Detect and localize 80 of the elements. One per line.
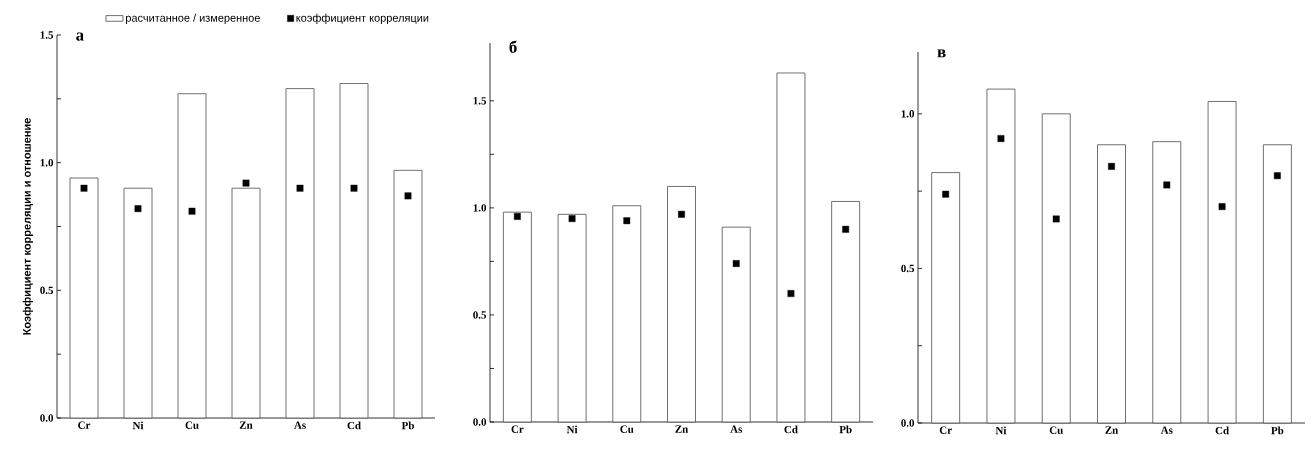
bar [986, 88, 1016, 424]
legend-label: коэффициент корреляции [296, 13, 429, 24]
point [1163, 181, 1171, 189]
y-tick-label: 0.5 [40, 286, 54, 295]
bar [177, 93, 207, 419]
x-tick-label: Pb [839, 425, 852, 434]
x-tick-label: Zn [675, 425, 689, 433]
point [80, 184, 88, 192]
x-tick-label: Cd [347, 421, 361, 430]
point [1108, 163, 1115, 170]
bar [285, 88, 315, 419]
y-tick-label: 1.5 [473, 97, 487, 105]
x-tick-label: As [730, 425, 743, 433]
x-tick-label: Cu [620, 425, 634, 433]
y-tick-label: 1.5 [40, 31, 54, 39]
point [134, 205, 142, 213]
bar [1262, 144, 1292, 424]
bar [776, 72, 806, 423]
point [732, 260, 740, 267]
bar [1207, 101, 1237, 424]
point [1273, 172, 1281, 180]
point [623, 217, 631, 225]
bar [1152, 141, 1182, 424]
point [188, 207, 196, 215]
x-tick-label: Ni [132, 421, 144, 430]
bar [231, 187, 261, 419]
bar [339, 83, 369, 419]
bar [1041, 113, 1071, 424]
bar [1097, 144, 1126, 424]
x-tick-label: Cr [939, 426, 952, 434]
bar [831, 201, 861, 423]
x-tick-label: Cu [185, 421, 199, 429]
x-tick-label: Ni [566, 425, 578, 434]
x-tick-label: Ni [995, 426, 1007, 435]
point [1218, 203, 1226, 210]
x-tick-label: As [1160, 426, 1173, 434]
bar [502, 211, 532, 423]
point [296, 184, 304, 192]
x-tick-label: Zn [239, 421, 253, 429]
y-tick-label: 1.0 [40, 158, 54, 167]
x-tick-label: Cr [78, 421, 91, 429]
x-tick-label: Cu [1049, 426, 1063, 434]
x-tick-label: Pb [1271, 426, 1284, 435]
bar [69, 177, 99, 419]
bar [557, 213, 587, 423]
chart-title: б [509, 40, 517, 53]
bar [931, 172, 961, 424]
x-tick-label: Cd [1215, 426, 1229, 435]
bar [667, 186, 696, 423]
x-tick-label: Zn [1105, 426, 1119, 434]
bar [721, 226, 751, 423]
y-tick-label: 0.0 [901, 419, 915, 427]
bar [393, 169, 423, 419]
x-tick-label: Cr [511, 425, 524, 433]
point [404, 192, 412, 200]
y-axis-title: Коэффициент корреляции и отношение [22, 118, 33, 335]
y-tick-label: 0.5 [473, 311, 487, 319]
point [350, 184, 358, 192]
point [1052, 215, 1060, 223]
chart-title: а [76, 32, 84, 41]
bar [123, 187, 153, 419]
point [568, 215, 576, 222]
x-tick-label: Cd [784, 425, 798, 434]
point [942, 190, 950, 198]
point [997, 135, 1005, 142]
point [242, 179, 250, 187]
point [678, 210, 685, 218]
y-tick-label: 1.0 [901, 110, 915, 118]
x-tick-label: Pb [401, 421, 414, 430]
x-tick-label: As [294, 421, 306, 429]
y-tick-label: 0.5 [901, 264, 915, 273]
y-tick-label: 1.0 [473, 204, 487, 212]
y-tick-label: 0.0 [473, 418, 487, 426]
y-tick-label: 0.0 [40, 414, 54, 422]
chart-title: в [937, 49, 946, 58]
point [842, 225, 850, 233]
legend-label: расчитанное / измеренное [126, 13, 260, 24]
point [513, 213, 521, 220]
bar [612, 205, 642, 423]
point [787, 290, 795, 297]
